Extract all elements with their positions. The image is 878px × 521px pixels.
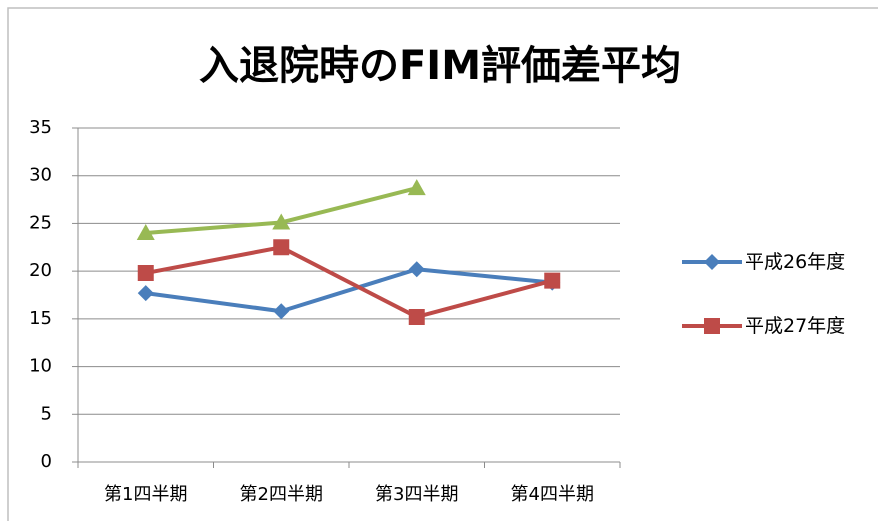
chart-title: 入退院時のFIM評価差平均 (199, 43, 681, 89)
legend-label: 平成27年度 (745, 315, 846, 337)
data-point (137, 285, 154, 302)
x-tick-label: 第4四半期 (511, 484, 594, 505)
data-point (273, 239, 290, 256)
y-tick-label: 0 (41, 451, 52, 472)
y-tick-label: 30 (29, 165, 52, 186)
data-point (544, 272, 561, 289)
legend-marker (704, 254, 720, 270)
y-tick-label: 35 (29, 117, 52, 138)
y-tick-label: 5 (41, 403, 52, 424)
data-point (136, 223, 155, 240)
data-point (272, 213, 291, 230)
x-tick-label: 第3四半期 (375, 484, 458, 505)
data-point (408, 261, 425, 278)
legend-marker (704, 318, 720, 334)
data-point (137, 265, 154, 282)
chart-frame (7, 7, 878, 521)
legend-label: 平成26年度 (745, 251, 846, 273)
y-tick-label: 15 (29, 308, 52, 329)
data-point (407, 179, 426, 196)
y-tick-label: 25 (29, 212, 52, 233)
series-line (145, 245, 553, 319)
x-tick-label: 第2四半期 (240, 484, 323, 505)
y-tick-label: 10 (29, 356, 52, 377)
data-point (273, 303, 290, 320)
series-line (145, 267, 553, 314)
y-tick-label: 20 (29, 260, 52, 281)
data-point (408, 308, 425, 325)
x-tick-label: 第1四半期 (104, 484, 187, 505)
